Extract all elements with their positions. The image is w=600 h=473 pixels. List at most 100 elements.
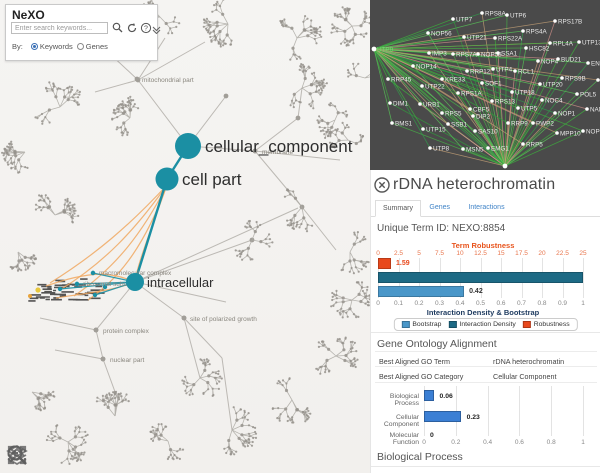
gene-node-RPS7A[interactable] bbox=[451, 52, 455, 56]
gene-node-UTP21[interactable] bbox=[462, 35, 466, 39]
gene-node-DIM1[interactable] bbox=[388, 101, 392, 105]
gene-node-UTP9[interactable] bbox=[371, 46, 377, 52]
gene-node-UTP13[interactable] bbox=[577, 40, 581, 44]
gene-node-ENP1[interactable] bbox=[586, 61, 590, 65]
gene-node-RRP12[interactable] bbox=[465, 69, 469, 73]
gene-node-NOP56[interactable] bbox=[426, 31, 430, 35]
gene-node-KRE33[interactable] bbox=[440, 77, 444, 81]
tab-genes[interactable]: Genes bbox=[429, 204, 451, 211]
gene-label: IMP3 bbox=[432, 50, 447, 57]
gene-node-MSN5[interactable] bbox=[461, 147, 465, 151]
gene-node-NOP6[interactable] bbox=[581, 129, 585, 133]
gene-node-RPS13[interactable] bbox=[490, 99, 494, 103]
term-label: site of polarized growth bbox=[190, 316, 257, 323]
gene-label: MPP10 bbox=[560, 130, 581, 137]
gene-node-MPP10[interactable] bbox=[555, 131, 559, 135]
gene-label: NOP56 bbox=[431, 30, 452, 37]
gene-node-KRR1[interactable] bbox=[596, 78, 600, 82]
go-row-value: Cellular Component bbox=[493, 372, 557, 381]
collapse-button[interactable] bbox=[9, 444, 128, 468]
gene-node-RPS5[interactable] bbox=[440, 111, 444, 115]
gene-label: ENP1 bbox=[591, 60, 600, 67]
gene-node-DIP2[interactable] bbox=[471, 114, 475, 118]
gene-node-CBF5[interactable] bbox=[468, 107, 472, 111]
fit-view-button[interactable] bbox=[7, 444, 94, 468]
gene-node-NOP1[interactable] bbox=[553, 111, 557, 115]
gene-node-RPS9B[interactable] bbox=[560, 76, 564, 80]
gene-node-BMS1[interactable] bbox=[390, 121, 394, 125]
term-node[interactable] bbox=[134, 76, 140, 82]
gene-node-UTP18[interactable] bbox=[510, 90, 514, 94]
gene-node-UTP6[interactable] bbox=[505, 13, 509, 17]
gene-label: UTP22 bbox=[425, 83, 445, 90]
gene-node-UTP15[interactable] bbox=[421, 127, 425, 131]
gene-node-PWP2[interactable] bbox=[531, 121, 535, 125]
tab-interactions[interactable]: Interactions bbox=[468, 204, 505, 211]
layers-button[interactable] bbox=[6, 444, 184, 468]
gene-node-NOC4[interactable] bbox=[540, 98, 544, 102]
gene-node-RCL1[interactable] bbox=[513, 69, 517, 73]
selected-term-node-cellular-component[interactable] bbox=[175, 133, 201, 159]
term-node[interactable] bbox=[90, 270, 96, 276]
interaction-graph-panel[interactable]: UTP9 RPS8A UTP6 UTP7 RPS17B NOP56 UTP21 RPS22A R… bbox=[370, 0, 600, 170]
refresh-icon[interactable] bbox=[126, 22, 139, 35]
search-input[interactable] bbox=[11, 22, 108, 34]
canvas-toolbar bbox=[6, 444, 184, 468]
gene-node-RPS17B[interactable] bbox=[553, 19, 557, 23]
gene-node-SOF1[interactable] bbox=[480, 81, 484, 85]
gene-label: RPS7A bbox=[456, 51, 477, 58]
gene-node-RRP9[interactable] bbox=[506, 121, 510, 125]
gene-node-RPS1A[interactable] bbox=[456, 91, 460, 95]
gene-node-BUD21[interactable] bbox=[556, 57, 560, 61]
gene-label: RPS5 bbox=[445, 110, 462, 117]
gene-node-UTP7[interactable] bbox=[451, 17, 455, 21]
gene-node-UTP5[interactable] bbox=[516, 106, 520, 110]
term-node[interactable] bbox=[181, 315, 187, 321]
selected-term-node-cell-part[interactable] bbox=[155, 167, 179, 191]
gene-label: URB1 bbox=[423, 101, 440, 108]
gene-node-RPS22A[interactable] bbox=[493, 36, 497, 40]
gene-node-NOP4[interactable] bbox=[536, 59, 540, 63]
gene-node-HSC82[interactable] bbox=[524, 46, 528, 50]
chevron-down-icon[interactable] bbox=[152, 25, 165, 38]
zoom-out-button[interactable] bbox=[7, 444, 62, 468]
selected-term-node-intracellular[interactable] bbox=[126, 273, 144, 291]
term-node[interactable] bbox=[93, 327, 99, 333]
gene-node-RPL4A[interactable] bbox=[548, 41, 552, 45]
close-icon[interactable] bbox=[374, 177, 390, 193]
term-node[interactable] bbox=[252, 148, 258, 154]
gene-node-SSB1[interactable] bbox=[446, 122, 450, 126]
gene-node-SAS10[interactable] bbox=[473, 129, 477, 133]
gene-node-RPS4A[interactable] bbox=[521, 29, 525, 33]
gene-node-RRP45[interactable] bbox=[386, 77, 390, 81]
gene-node-UTP22[interactable] bbox=[420, 84, 424, 88]
term-node[interactable] bbox=[100, 356, 106, 362]
search-icon[interactable] bbox=[112, 22, 125, 35]
gene-label: UTP8 bbox=[433, 145, 450, 152]
ontology-network-canvas[interactable]: mitochondrial part membrane protein comple… bbox=[0, 0, 370, 473]
gene-node-RPS8A[interactable] bbox=[480, 11, 484, 15]
gene-node-SSA1[interactable] bbox=[496, 51, 500, 55]
term-node[interactable] bbox=[74, 281, 80, 287]
gene-node-UTP20[interactable] bbox=[538, 82, 542, 86]
gene-node-NOP14[interactable] bbox=[411, 64, 415, 68]
gene-node-UTP4[interactable] bbox=[491, 67, 495, 71]
gene-node-POL5[interactable] bbox=[575, 92, 579, 96]
radio-label[interactable]: Genes bbox=[85, 42, 108, 51]
radio-label[interactable]: Keywords bbox=[39, 42, 73, 51]
gene-node-RRP5[interactable] bbox=[521, 142, 525, 146]
gene-node-UTP8[interactable] bbox=[428, 146, 432, 150]
gene-label: BMS1 bbox=[395, 120, 413, 127]
gene-node-NAN1[interactable] bbox=[585, 107, 589, 111]
help-icon[interactable]: ? bbox=[140, 22, 153, 35]
tab-summary[interactable]: Summary bbox=[375, 200, 421, 217]
gene-label: SOF1 bbox=[485, 80, 502, 87]
gene-node-EMG1[interactable] bbox=[486, 146, 490, 150]
gene-node-URB1[interactable] bbox=[418, 102, 422, 106]
radio-genes[interactable] bbox=[76, 43, 84, 50]
gene-node-IMP3[interactable] bbox=[427, 51, 431, 55]
gene-node-UTP10[interactable] bbox=[502, 163, 508, 169]
radio-keywords[interactable] bbox=[30, 43, 38, 50]
gene-node-NOP58[interactable] bbox=[476, 52, 480, 56]
